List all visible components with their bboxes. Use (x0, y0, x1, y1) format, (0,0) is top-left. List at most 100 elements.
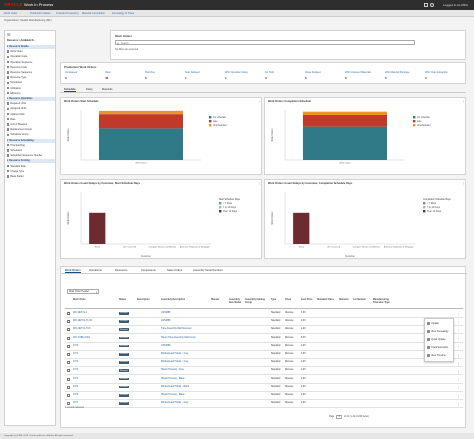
work-order-link[interactable]: WO-TUBE-C001 (73, 336, 91, 339)
sidebar-item[interactable]: Replacement Group (7, 128, 55, 132)
row-checkbox[interactable] (67, 369, 70, 373)
sidebar-item[interactable]: Basis Factor (7, 175, 55, 179)
sidebar-item[interactable]: Scheduled Sequence Number (7, 154, 55, 158)
table-row[interactable] (65, 368, 463, 376)
column-header[interactable]: Revision (339, 299, 349, 301)
checkbox[interactable] (7, 154, 10, 157)
checkbox[interactable] (7, 133, 10, 136)
table-row[interactable] (65, 327, 463, 335)
tab-sales-orders[interactable]: Sales Orders (167, 269, 183, 272)
column-header[interactable]: Description (137, 299, 150, 301)
row-actions-icon[interactable]: ⋮ (457, 327, 460, 332)
checkbox[interactable] (7, 55, 10, 58)
sidebar-item[interactable]: Utilization (7, 87, 55, 91)
panel-menu-icon[interactable]: ⋮ (462, 99, 465, 103)
table-row[interactable] (65, 360, 463, 368)
column-header[interactable]: Assembly Item Model (229, 299, 241, 304)
checkbox[interactable] (7, 76, 10, 79)
sidebar-item[interactable]: Principal Flag (7, 144, 55, 148)
sidebar-item[interactable]: Resource Type (7, 76, 55, 80)
sidebar-section-header[interactable]: ▾Resource Costing (7, 159, 55, 164)
work-order-link[interactable]: WO-NETC1-1 (73, 312, 88, 314)
tab-operations[interactable]: Operations (89, 269, 102, 272)
table-row[interactable] (65, 343, 463, 351)
row-checkbox[interactable] (67, 385, 70, 389)
sidebar-section-header[interactable]: ▾Resource Details (7, 45, 55, 49)
assembly-link[interactable]: Motherboard Holder - Gray (161, 402, 189, 405)
checkbox[interactable] (7, 169, 10, 173)
checkbox[interactable] (7, 86, 10, 90)
sidebar-item[interactable]: Applied Units (7, 113, 55, 117)
row-checkbox[interactable] (67, 344, 70, 348)
bar-late[interactable] (303, 115, 387, 127)
checkbox[interactable] (7, 50, 10, 53)
row-actions-icon[interactable]: ⋮ (457, 336, 460, 341)
column-header[interactable]: Assembly Description (161, 299, 186, 301)
kpi-tile[interactable]: Past Due 0 (145, 71, 183, 83)
table-row[interactable] (65, 376, 463, 384)
work-order-link[interactable]: 1072 (73, 361, 79, 364)
bar-late[interactable] (99, 114, 183, 129)
row-actions-icon[interactable]: ⋮ (457, 352, 460, 357)
work-order-link[interactable]: 1071 (73, 353, 79, 355)
sidebar-item[interactable]: Operation Sequence (7, 61, 55, 65)
panel-menu-icon[interactable]: ⋮ (258, 99, 261, 103)
sidebar-item[interactable]: Efficiency (7, 92, 55, 96)
nav-item-genealogy[interactable]: Genealogy & Trace (112, 12, 135, 15)
assembly-link[interactable]: Motherboard Holder - Gray (161, 353, 189, 355)
row-checkbox[interactable] (67, 320, 70, 324)
sidebar-item[interactable]: Unit of Measure (7, 123, 55, 127)
checkbox[interactable] (7, 102, 10, 105)
column-header[interactable]: Cost Price (301, 299, 313, 301)
work-order-link[interactable]: 1075 (73, 385, 79, 388)
kpi-tile[interactable]: Open 46 (105, 71, 143, 83)
checkbox[interactable] (7, 143, 10, 147)
assembly-link[interactable]: AS54888 (161, 320, 171, 323)
work-order-link[interactable]: 1077 (73, 402, 79, 405)
kpi-tile[interactable]: On Hold 3 (265, 71, 303, 83)
sidebar-section-header[interactable]: ▾Resource Scheduling (7, 138, 55, 143)
column-header[interactable]: Standard Class (317, 299, 334, 301)
checkbox[interactable] (7, 81, 10, 84)
tab-assembly-serial-numbers[interactable]: Assembly Serial Numbers (193, 269, 223, 272)
kpi-tile[interactable]: Close Delayed 0 (305, 71, 343, 83)
table-row[interactable] (65, 311, 463, 318)
assembly-link[interactable]: Plastic Housing - Black (161, 394, 185, 396)
table-row[interactable] (65, 335, 463, 343)
checkbox[interactable] (7, 71, 10, 74)
checkbox[interactable] (7, 117, 10, 121)
menu-item-view-timeline[interactable]: View Timeline (427, 354, 446, 357)
menu-item-view-genealogy[interactable]: View Genealogy (427, 330, 448, 333)
row-checkbox[interactable] (67, 336, 70, 340)
checkbox[interactable] (7, 175, 10, 178)
subtab-schedule[interactable]: Schedule (64, 88, 76, 92)
bar-on-schedule[interactable] (303, 126, 387, 160)
work-order-link[interactable]: WO-NETC1-TLOO (73, 320, 93, 323)
kpi-tile[interactable]: With Order Exception 3 (425, 71, 463, 83)
work-order-link[interactable]: 1076 (73, 394, 79, 396)
kpi-tile[interactable]: With Operation Delay 1 (225, 71, 263, 83)
panel-menu-icon[interactable]: ⋮ (258, 181, 261, 185)
sidebar-item[interactable]: Resource Code (7, 66, 55, 70)
assembly-link[interactable]: Mount Tube Assembly-Wall Comp (161, 336, 196, 339)
checkbox[interactable] (7, 128, 10, 131)
sidebar-item[interactable]: Resource Sequence (7, 71, 55, 75)
sidebar-item[interactable]: Scheduled (7, 81, 55, 85)
row-checkbox[interactable] (67, 312, 70, 315)
kpi-tile[interactable]: Start Delayed 1 (185, 71, 223, 83)
sidebar-item[interactable]: Operation Code (7, 55, 55, 59)
bar-unscheduled[interactable] (303, 111, 387, 115)
kpi-tile[interactable]: With Material Shortage 5 (385, 71, 423, 83)
checkbox[interactable] (7, 149, 10, 152)
assembly-link[interactable]: AS54888 (161, 312, 171, 314)
column-header[interactable]: Lot Number (353, 299, 366, 301)
checkbox[interactable] (7, 123, 10, 126)
nav-item-material-completion[interactable]: Material Completion (82, 12, 106, 15)
nav-item-outside-processing[interactable]: Outside Processing (56, 12, 79, 15)
bar-unscheduled[interactable] (99, 110, 183, 115)
row-actions-icon[interactable]: ⋮ (457, 385, 460, 390)
sidebar-item[interactable]: Charge Type (7, 170, 55, 174)
tab-components[interactable]: Components (141, 269, 156, 272)
tab-work-orders[interactable]: Work Orders (65, 269, 81, 273)
sidebar-menu-icon[interactable]: ☰ (7, 32, 11, 37)
